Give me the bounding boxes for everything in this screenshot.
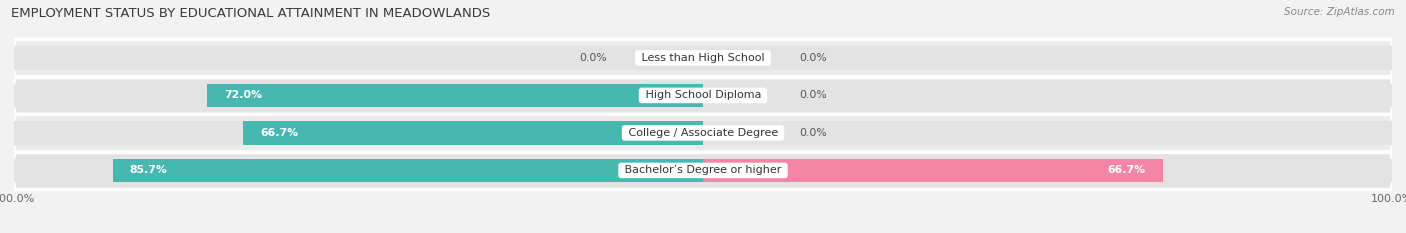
Bar — [703, 46, 1392, 69]
Text: EMPLOYMENT STATUS BY EDUCATIONAL ATTAINMENT IN MEADOWLANDS: EMPLOYMENT STATUS BY EDUCATIONAL ATTAINM… — [11, 7, 491, 20]
FancyBboxPatch shape — [14, 151, 1392, 190]
Text: 85.7%: 85.7% — [129, 165, 167, 175]
Text: High School Diploma: High School Diploma — [641, 90, 765, 100]
FancyBboxPatch shape — [14, 114, 1392, 152]
Bar — [703, 121, 1392, 144]
FancyBboxPatch shape — [14, 76, 1392, 115]
Bar — [14, 159, 703, 182]
Text: College / Associate Degree: College / Associate Degree — [624, 128, 782, 138]
Bar — [703, 159, 1392, 182]
Bar — [703, 159, 1163, 182]
Text: 0.0%: 0.0% — [800, 53, 827, 63]
Text: 0.0%: 0.0% — [800, 128, 827, 138]
Text: 72.0%: 72.0% — [224, 90, 262, 100]
Bar — [703, 84, 1392, 107]
Text: 0.0%: 0.0% — [579, 53, 606, 63]
Text: 66.7%: 66.7% — [260, 128, 299, 138]
Text: 0.0%: 0.0% — [800, 90, 827, 100]
Bar — [14, 121, 703, 144]
Bar — [14, 84, 703, 107]
Text: Source: ZipAtlas.com: Source: ZipAtlas.com — [1284, 7, 1395, 17]
Bar — [207, 84, 703, 107]
FancyBboxPatch shape — [14, 39, 1392, 77]
Text: 66.7%: 66.7% — [1107, 165, 1146, 175]
Text: Less than High School: Less than High School — [638, 53, 768, 63]
Bar — [112, 159, 703, 182]
Text: Bachelor’s Degree or higher: Bachelor’s Degree or higher — [621, 165, 785, 175]
Bar — [14, 46, 703, 69]
Bar — [243, 121, 703, 144]
